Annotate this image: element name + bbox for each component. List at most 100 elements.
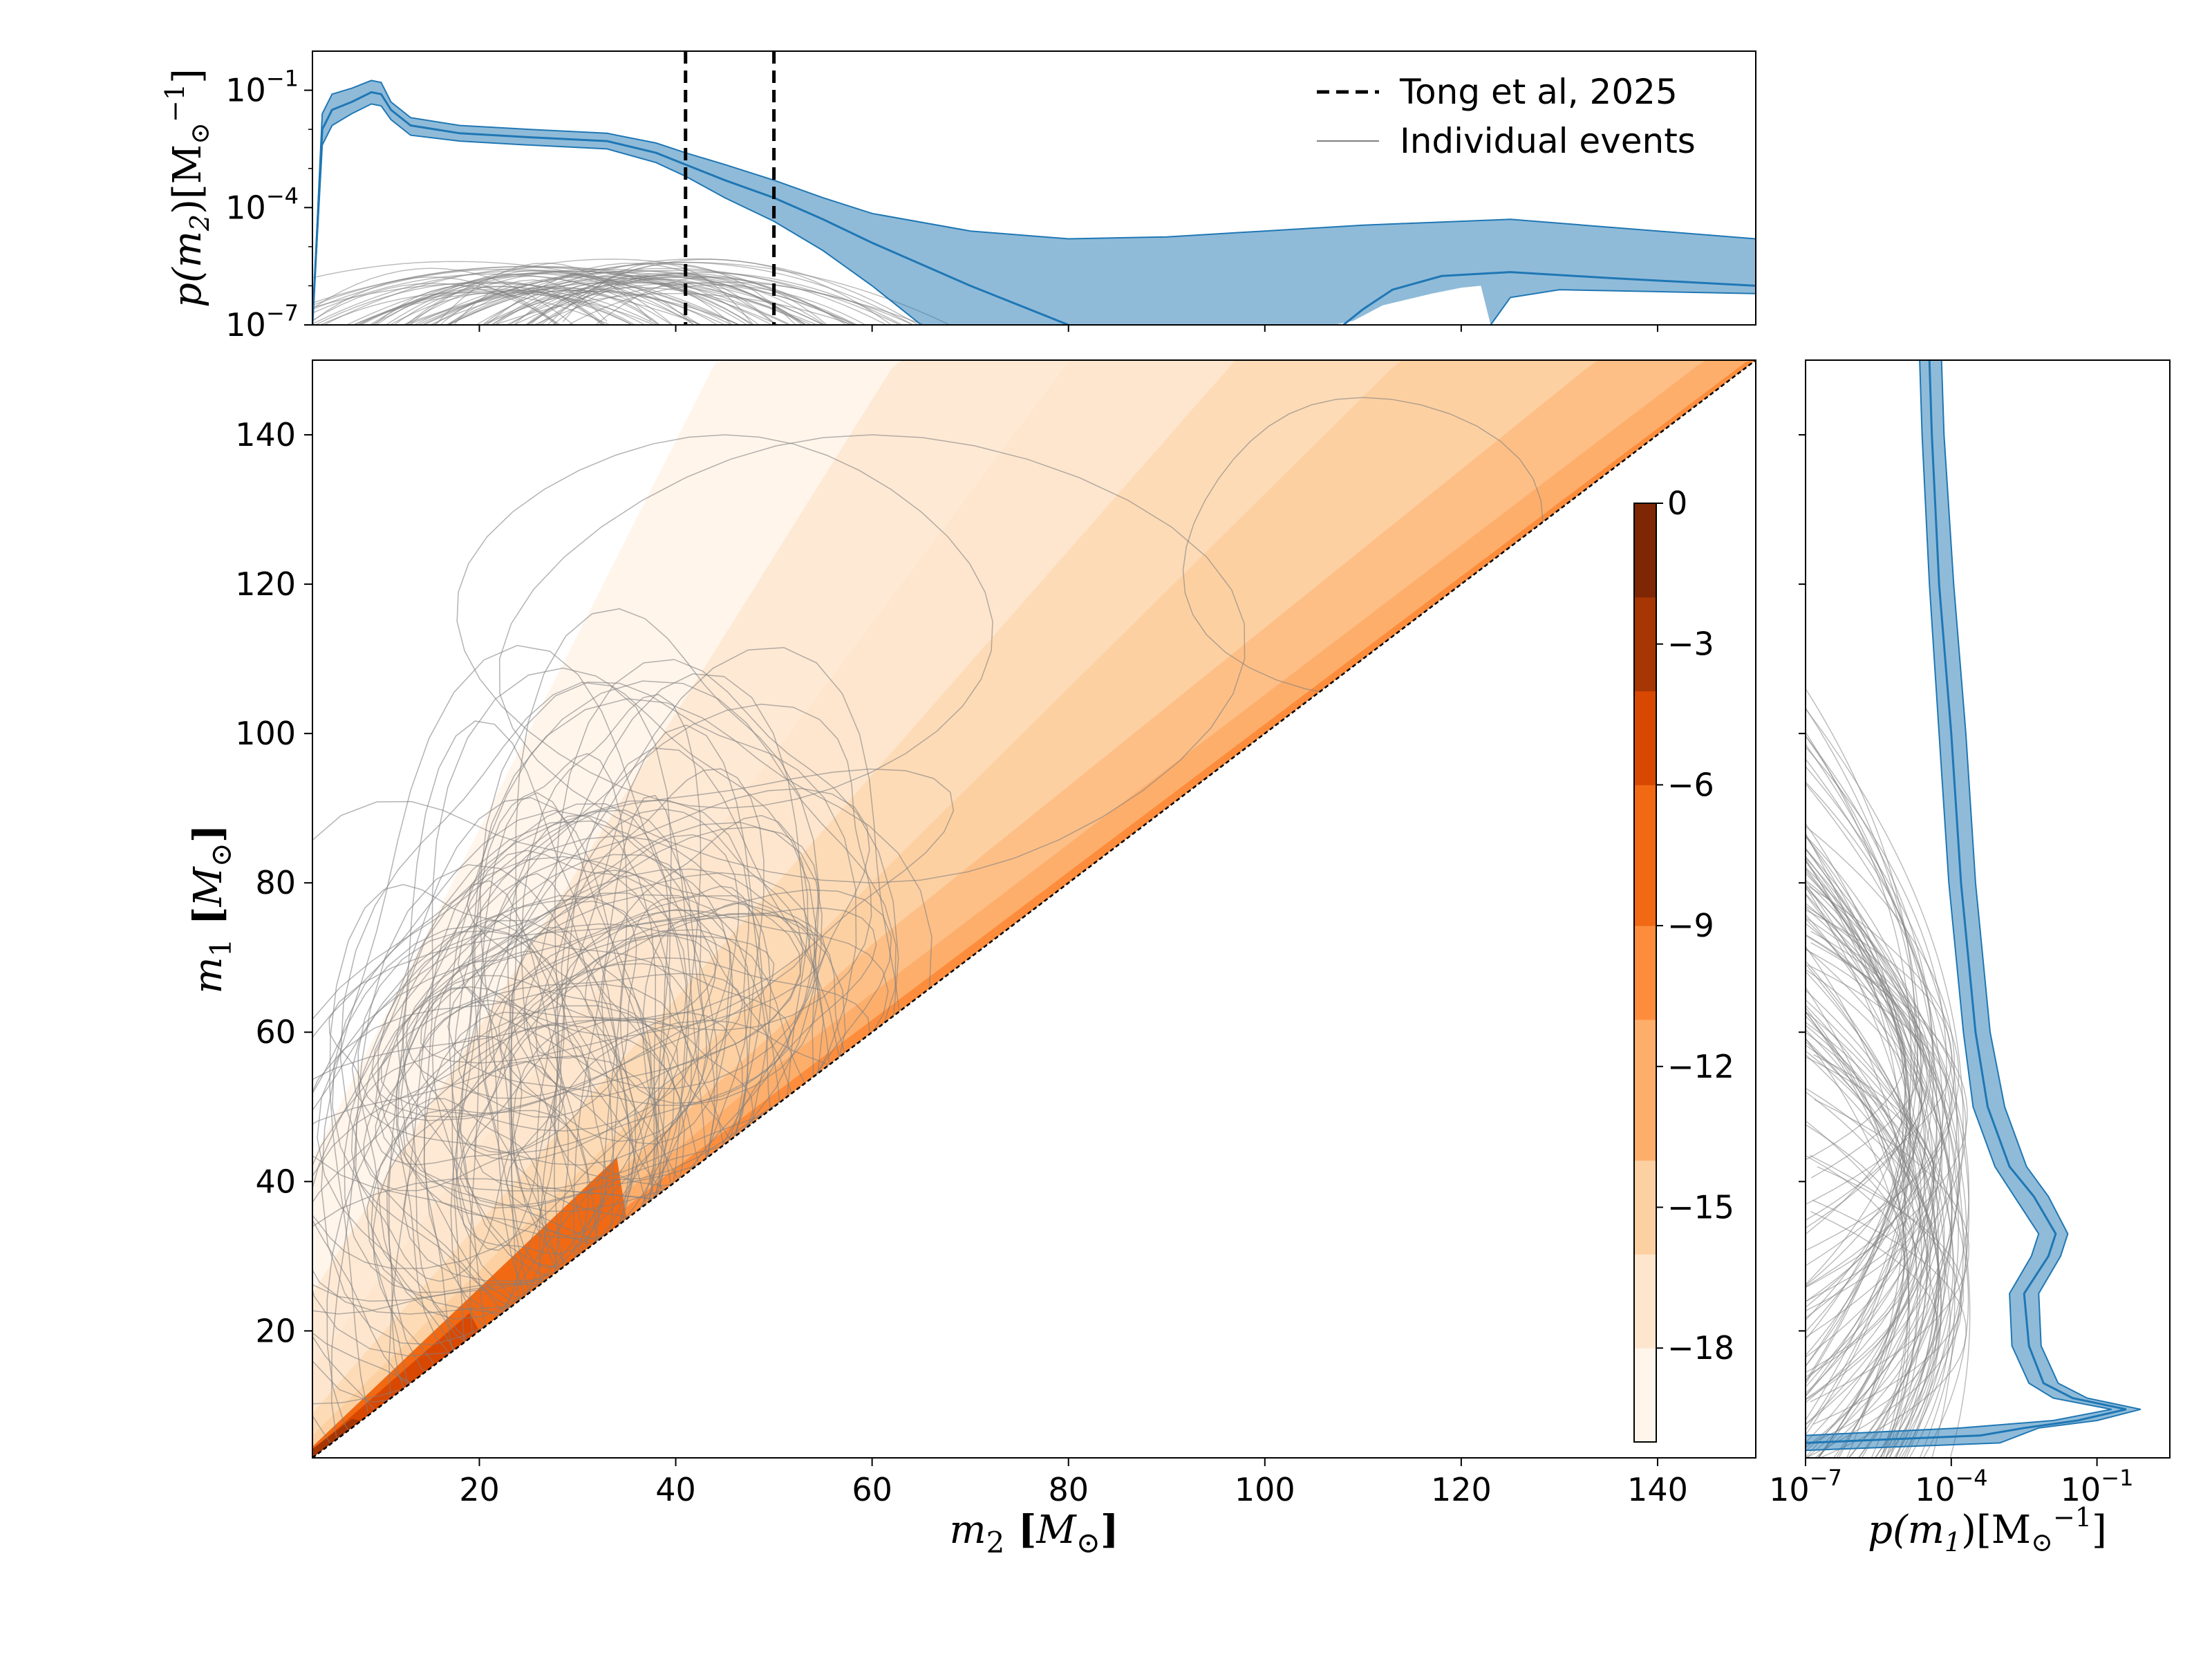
colorbar-segment <box>1634 785 1656 832</box>
top-event-curve <box>493 293 854 325</box>
event-contour <box>471 703 872 1031</box>
main-x-tick-label: 100 <box>1235 1471 1295 1508</box>
colorbar-segment <box>1634 550 1656 598</box>
event-contour <box>498 434 1246 883</box>
top-event-curve <box>485 263 778 325</box>
colorbar-segment <box>1634 503 1656 551</box>
colorbar-tick-label: −3 <box>1667 626 1714 663</box>
right-event-curve <box>1806 1022 1922 1358</box>
right-event-curve <box>1806 989 1954 1458</box>
top-event-curve <box>481 282 808 325</box>
event-contour <box>371 835 801 1118</box>
colorbar-segment <box>1634 1066 1656 1114</box>
event-contour <box>406 900 637 1118</box>
colorbar-tick-label: −12 <box>1667 1048 1734 1085</box>
colorbar-segment <box>1634 832 1656 879</box>
right-event-curve <box>1806 914 1914 1398</box>
right-event-curve <box>1806 1053 1951 1458</box>
right-event-curve <box>1806 835 1911 1436</box>
main-joint-panel: 20 40 60 80 100 120 140 20 40 60 80 100 120 140 m2 [… <box>185 359 1756 1559</box>
main-x-tick-label: 60 <box>852 1471 892 1508</box>
top-event-curve <box>312 283 704 325</box>
right-event-curve <box>1806 894 1971 1458</box>
main-x-tick-label: 120 <box>1431 1471 1492 1508</box>
right-x-axis: 10−7 10−4 10−1 <box>1769 1458 2133 1508</box>
right-event-curve <box>1806 918 1953 1458</box>
top-event-curve <box>491 274 760 325</box>
top-event-curve <box>403 270 748 325</box>
right-event-curve <box>1806 782 1960 1458</box>
colorbar-segment <box>1634 738 1656 785</box>
event-contour <box>458 963 791 1154</box>
top-y-axis: 10−1 10−4 10−7 <box>225 66 312 344</box>
colorbar-segment <box>1634 1395 1656 1443</box>
top-event-curve <box>540 276 803 325</box>
equal-mass-diagonal <box>312 359 1756 1459</box>
top-x-axis-ticks <box>478 325 1658 332</box>
top-event-curve <box>355 290 633 325</box>
colorbar-segment <box>1634 879 1656 926</box>
right-event-curve <box>1806 1056 1934 1312</box>
right-event-curve <box>1806 731 1912 1385</box>
main-y-axis-label: m1 [M⊙] <box>185 825 238 994</box>
colorbar-segment <box>1634 1160 1656 1208</box>
main-y-tick-label: 120 <box>235 565 296 603</box>
right-x-tick-label: 10−4 <box>1915 1465 1988 1508</box>
right-event-curve <box>1806 847 1926 1458</box>
right-event-curve <box>1806 971 1946 1458</box>
event-contour <box>431 950 565 1251</box>
legend: Tong et al, 2025 Individual events <box>1317 72 1696 161</box>
top-event-curve <box>312 283 561 325</box>
event-contour <box>375 1000 565 1165</box>
top-event-curve <box>513 282 856 325</box>
colorbar-segment <box>1634 1254 1656 1302</box>
right-median-line <box>1806 360 2127 1444</box>
main-x-tick-label: 20 <box>459 1471 500 1508</box>
right-event-curve <box>1806 1011 1945 1458</box>
right-event-curve <box>1812 1199 1967 1458</box>
event-contour <box>553 910 889 1181</box>
colorbar: 0 −3 −6 −9 −12 −15 −18 <box>1633 485 1734 1443</box>
top-event-curve <box>505 272 903 325</box>
right-event-curve <box>1806 1015 1942 1458</box>
right-event-curve <box>1806 1044 1936 1400</box>
top-band-gap <box>1333 285 1491 325</box>
right-event-curve <box>1806 999 1969 1458</box>
colorbar-segment <box>1634 691 1656 738</box>
top-event-curve <box>352 268 857 325</box>
event-contour <box>458 923 775 1099</box>
top-event-curves <box>312 258 951 325</box>
right-event-curve <box>1806 886 1960 1266</box>
main-x-axis-label: m2 [M⊙] <box>950 1507 1119 1559</box>
top-event-curve <box>312 268 574 325</box>
right-y-axis-ticks <box>1799 434 1806 1332</box>
colorbar-tick-label: −6 <box>1667 766 1714 803</box>
event-contour <box>350 1035 523 1282</box>
right-event-curve <box>1806 1124 1917 1400</box>
legend-label-tong: Tong et al, 2025 <box>1399 72 1678 112</box>
colorbar-tick-label: 0 <box>1667 485 1687 522</box>
main-x-tick-label: 140 <box>1627 1471 1688 1508</box>
right-x-tick-label: 10−7 <box>1769 1465 1842 1508</box>
legend-label-events: Individual events <box>1400 121 1696 161</box>
top-event-curve <box>312 268 733 325</box>
right-event-curve <box>1806 1041 1940 1458</box>
top-y-tick-label: 10−1 <box>225 66 299 109</box>
top-event-curve <box>421 270 859 325</box>
right-credible-band <box>1806 360 2141 1452</box>
right-event-curves <box>1806 687 1971 1458</box>
top-credible-band <box>312 79 1756 325</box>
colorbar-tick-label: −18 <box>1667 1329 1734 1367</box>
colorbar-tick-label: −15 <box>1667 1189 1734 1226</box>
main-y-tick-label: 40 <box>255 1163 296 1200</box>
event-contour <box>512 834 740 1145</box>
right-event-curve <box>1806 860 1939 1458</box>
right-event-curve <box>1806 743 1938 1458</box>
right-event-curve <box>1806 687 1916 1382</box>
event-contour <box>312 1018 679 1269</box>
right-event-curve <box>1806 848 1964 1458</box>
main-x-tick-label: 80 <box>1048 1471 1089 1508</box>
event-contour <box>455 1024 607 1255</box>
top-y-tick-label: 10−4 <box>225 182 299 226</box>
